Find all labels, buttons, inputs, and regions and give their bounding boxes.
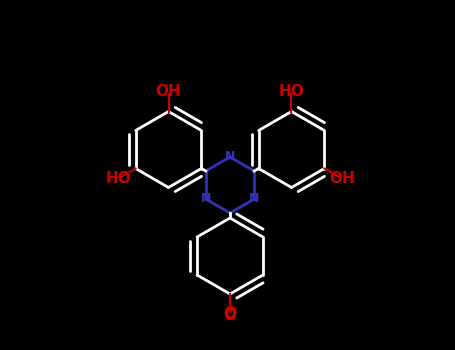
Text: OH: OH — [329, 171, 354, 186]
Text: HO: HO — [278, 84, 304, 99]
Text: N: N — [249, 193, 259, 205]
Text: O: O — [223, 308, 237, 323]
Text: N: N — [201, 193, 211, 205]
Text: N: N — [225, 150, 235, 163]
Text: HO: HO — [106, 171, 131, 186]
Text: O: O — [223, 307, 237, 322]
Text: OH: OH — [156, 84, 182, 99]
